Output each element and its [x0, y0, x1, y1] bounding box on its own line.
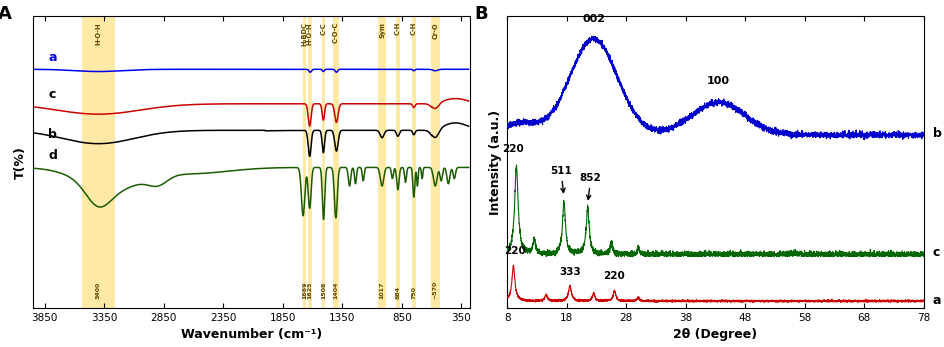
Bar: [81, 16, 115, 308]
Text: 1017: 1017: [379, 282, 384, 299]
Bar: [378, 16, 385, 308]
Text: A: A: [0, 5, 11, 23]
Text: 1669: 1669: [301, 282, 307, 299]
Text: H-O-H: H-O-H: [306, 22, 312, 45]
Text: a: a: [932, 294, 940, 306]
Text: 002: 002: [582, 14, 604, 24]
Text: ~570: ~570: [432, 281, 437, 299]
Text: 220: 220: [502, 144, 524, 154]
X-axis label: Wavenumber (cm⁻¹): Wavenumber (cm⁻¹): [180, 329, 322, 341]
Text: b: b: [932, 127, 940, 140]
Text: 333: 333: [559, 267, 581, 277]
Text: a: a: [48, 51, 57, 64]
Text: C-C: C-C: [320, 22, 327, 35]
Text: 220: 220: [504, 246, 526, 256]
Text: 100: 100: [706, 76, 729, 86]
Text: C-H: C-H: [411, 22, 416, 35]
Text: 852: 852: [580, 173, 601, 200]
X-axis label: 2θ (Degree): 2θ (Degree): [673, 329, 757, 341]
Text: C-H: C-H: [395, 22, 400, 35]
Text: d: d: [48, 150, 58, 162]
Text: 750: 750: [411, 286, 416, 299]
Bar: [302, 16, 306, 308]
Text: Cr-O: Cr-O: [431, 22, 438, 39]
Bar: [412, 16, 415, 308]
Text: 511: 511: [549, 166, 571, 193]
Text: 1625: 1625: [307, 282, 312, 299]
Bar: [430, 16, 439, 308]
Text: b: b: [48, 128, 58, 141]
Bar: [322, 16, 325, 308]
Text: Sym: Sym: [379, 22, 384, 38]
Text: H-O-H: H-O-H: [95, 22, 101, 45]
Text: 3400: 3400: [95, 282, 101, 299]
Bar: [308, 16, 312, 308]
Text: C-O-C: C-O-C: [332, 22, 339, 43]
Y-axis label: Intensity (a.u.): Intensity (a.u.): [488, 110, 501, 215]
Text: 1404: 1404: [333, 282, 338, 299]
Text: c: c: [48, 88, 56, 101]
Text: H₂BDC: H₂BDC: [301, 22, 307, 46]
Text: 884: 884: [395, 286, 400, 299]
Y-axis label: T(%): T(%): [14, 146, 27, 179]
Text: c: c: [932, 246, 939, 259]
Text: 220: 220: [603, 271, 625, 281]
Bar: [396, 16, 399, 308]
Bar: [333, 16, 338, 308]
Text: B: B: [474, 5, 487, 23]
Text: 1508: 1508: [321, 282, 326, 299]
